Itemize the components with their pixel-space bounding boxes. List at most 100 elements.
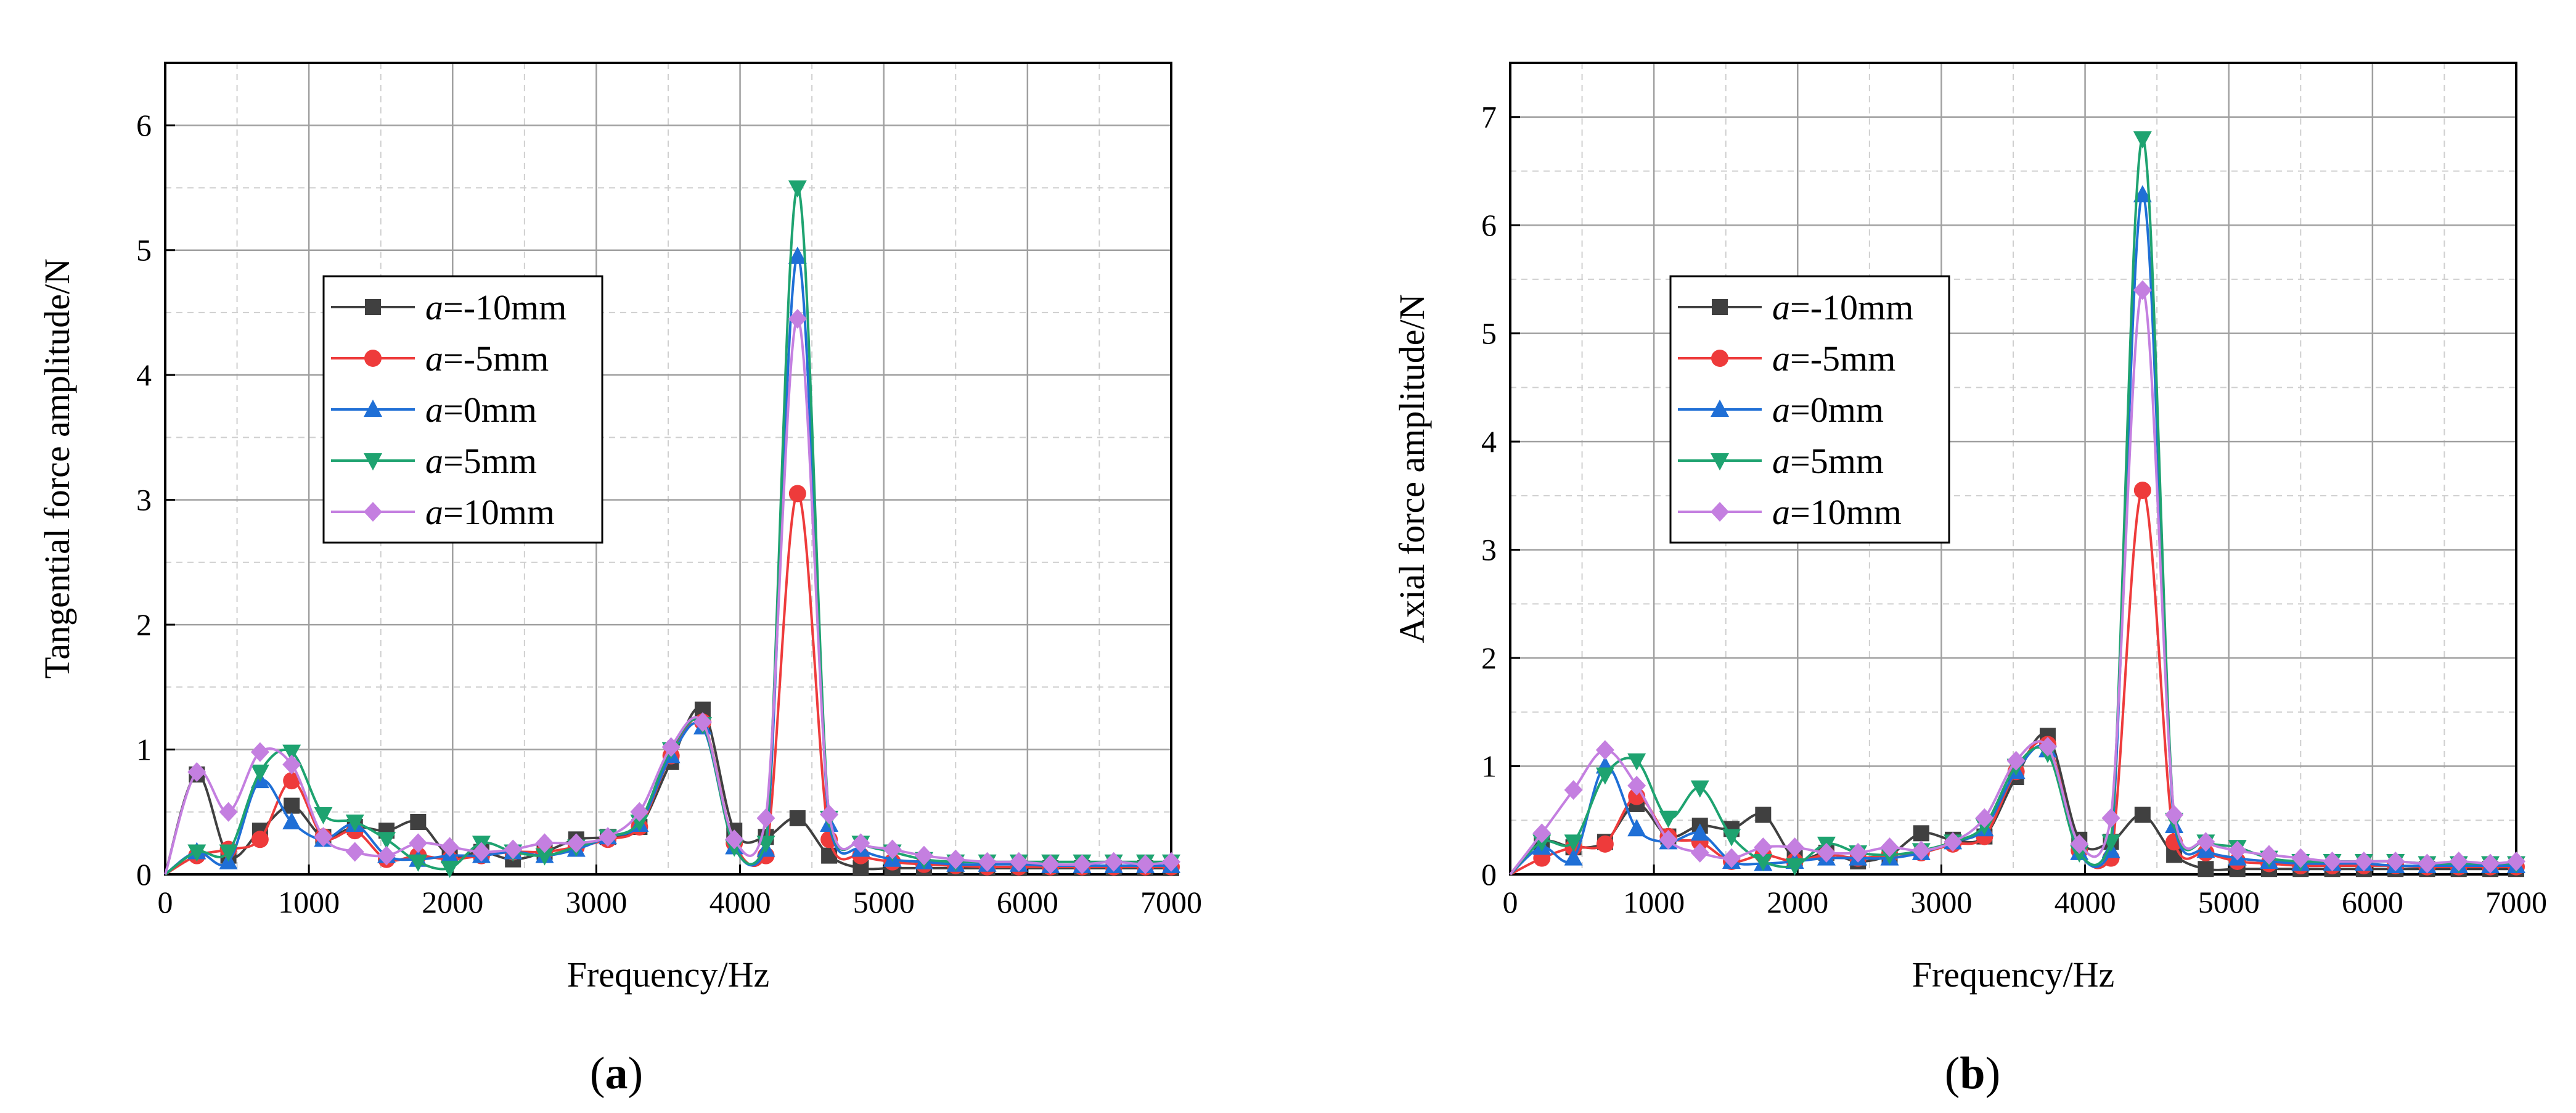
chart-panel-b: 0 1000 2000 3000 4000 5000 6000 7000 0 1 2 3 4 5 6 7 Fre… (1392, 62, 2547, 1099)
data-point (1627, 776, 1646, 796)
legend-marker (1711, 400, 1729, 417)
data-point (2006, 750, 2026, 771)
data-point (1627, 819, 1646, 837)
legend-entry: a=5mm (331, 441, 537, 481)
y-tick-label: 4 (136, 358, 152, 392)
data-point (2196, 832, 2215, 852)
legend-entry: a=-5mm (331, 339, 549, 379)
data-point (788, 180, 807, 198)
data-point (2418, 853, 2437, 874)
legend-marker (364, 400, 382, 417)
x-tick-label: 6000 (997, 885, 1058, 919)
data-point (788, 485, 806, 503)
legend-entry: a=-5mm (1678, 339, 1895, 379)
series-10mm (1509, 280, 2525, 876)
x-tick-label: 3000 (565, 885, 627, 919)
data-point (789, 810, 806, 826)
data-point (978, 852, 997, 872)
data-point (1627, 753, 1646, 771)
y-tick-label: 6 (1481, 208, 1497, 242)
y-tick-label: 1 (136, 733, 152, 767)
x-tick-label: 4000 (2055, 885, 2116, 919)
legend-label: a=-5mm (1772, 339, 1895, 379)
x-axis-title: Frequency/Hz (567, 955, 770, 995)
data-point (1755, 807, 1772, 823)
data-point (219, 844, 238, 862)
x-tick-label: 2000 (422, 885, 483, 919)
x-tick-label: 4000 (709, 885, 771, 919)
x-tick-label: 2000 (1767, 885, 1828, 919)
data-point (1009, 852, 1028, 872)
legend: a=-10mm a=-5mm a=0mm a=5mm a=10mm (322, 275, 603, 544)
x-tick-label: 1000 (278, 885, 340, 919)
legend-label: a=-10mm (425, 287, 566, 327)
y-tick-label: 5 (1481, 316, 1497, 351)
data-point (472, 842, 491, 862)
x-tick-label: 5000 (2198, 885, 2260, 919)
y-tick-label: 2 (1481, 641, 1497, 675)
data-point (2354, 851, 2373, 871)
y-tick-label: 7 (1481, 100, 1497, 134)
legend-label: a=5mm (1772, 441, 1884, 481)
data-point (250, 742, 269, 762)
y-axis-title: Axial force amplitude/N (1392, 294, 1432, 644)
data-point (820, 804, 839, 824)
legend-entry: a=0mm (331, 390, 537, 430)
data-point (1722, 848, 1741, 868)
data-point (2228, 840, 2247, 861)
data-point (1532, 823, 1552, 844)
data-point (2133, 131, 2152, 149)
data-point (1073, 854, 1092, 874)
data-point (1722, 829, 1741, 847)
chart-panel-a: 0 1000 2000 3000 4000 5000 6000 7000 0 1 2 3 4 5 6 Freq… (37, 62, 1202, 1099)
legend-entry: a=0mm (1678, 390, 1884, 430)
data-point (1913, 825, 1929, 842)
data-point (314, 827, 333, 847)
data-point (2449, 851, 2468, 871)
x-tick-label: 5000 (853, 885, 915, 919)
y-tick-label: 3 (1481, 533, 1497, 567)
data-point (440, 837, 459, 857)
legend-label: a=5mm (425, 441, 537, 481)
legend-label: a=0mm (1772, 390, 1884, 430)
data-point (345, 814, 364, 832)
data-point (1817, 842, 1836, 863)
legend-entry: a=-10mm (1678, 287, 1913, 327)
data-point (1595, 740, 1614, 760)
y-tick-label: 3 (136, 483, 152, 517)
y-tick-label: 1 (1481, 749, 1497, 784)
data-point (1564, 780, 1583, 800)
data-point (725, 829, 744, 850)
data-point (409, 854, 428, 872)
data-point (282, 744, 301, 762)
data-point (2165, 805, 2184, 825)
data-point (1595, 767, 1614, 785)
data-point (2481, 853, 2500, 874)
legend-marker (1711, 502, 1729, 522)
data-point (504, 839, 523, 860)
panel-label: (b) (1945, 1048, 2000, 1099)
data-point (630, 802, 649, 822)
data-point (661, 737, 681, 757)
x-tick-label: 1000 (1623, 885, 1685, 919)
data-point (1944, 832, 1963, 852)
data-point (2101, 808, 2120, 828)
series-line (1510, 489, 2516, 876)
data-point (1690, 842, 1709, 863)
data-point (535, 833, 554, 853)
legend-label: a=10mm (1772, 492, 1902, 532)
panel-label: (a) (590, 1048, 643, 1099)
data-point (756, 808, 775, 828)
x-tick-label: 7000 (2485, 885, 2547, 919)
data-point (2134, 807, 2151, 823)
legend-label: a=-5mm (425, 339, 549, 379)
legend-marker (1712, 299, 1728, 315)
data-point (1754, 837, 1773, 858)
data-point (2133, 185, 2152, 203)
x-tick-label: 7000 (1140, 885, 1202, 919)
data-point (599, 827, 618, 847)
data-point (788, 309, 807, 329)
data-point (219, 802, 238, 822)
y-axis-title: Tangential force amplitude/N (37, 258, 77, 679)
data-point (2198, 861, 2214, 877)
